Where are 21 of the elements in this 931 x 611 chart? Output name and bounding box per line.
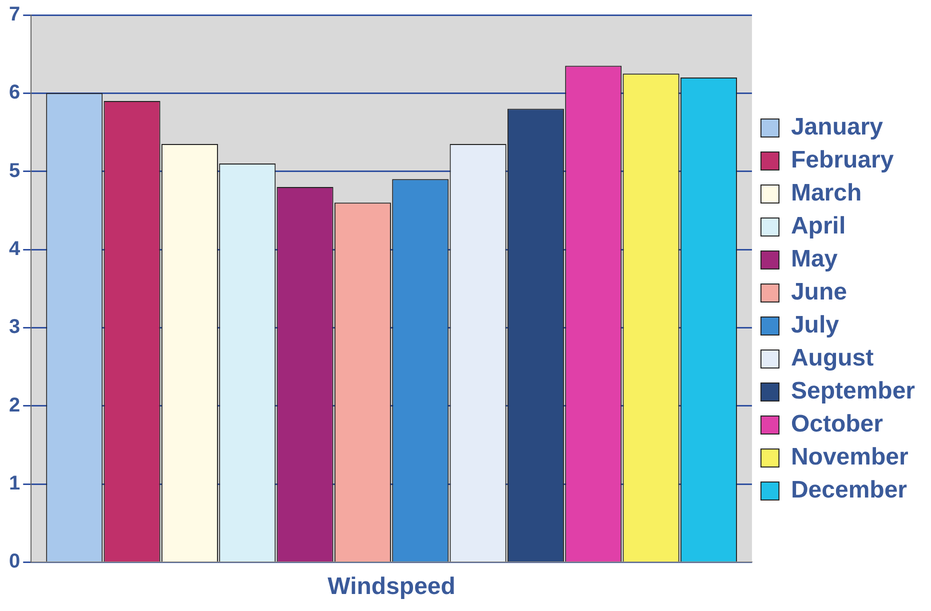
y-tick-label: 2 [9, 394, 20, 416]
y-tick-label: 6 [9, 82, 20, 104]
y-tick-label: 5 [9, 160, 20, 182]
legend-label: March [790, 180, 862, 207]
legend-label: August [790, 344, 874, 372]
legend-label: September [790, 378, 916, 405]
legend-label: January [790, 114, 884, 141]
legend-label: November [790, 444, 908, 471]
legend-label: April [790, 212, 846, 240]
legend-label: October [790, 410, 883, 438]
y-tick-label: 4 [9, 238, 21, 260]
legend-label: May [790, 246, 838, 273]
y-tick-label: 0 [9, 550, 20, 573]
x-tick-label: Windspeed [328, 573, 456, 600]
legend-label: February [790, 146, 894, 174]
legend-label: July [790, 312, 840, 339]
y-tick-label: 3 [9, 316, 20, 338]
legend-label: December [790, 476, 908, 504]
legend-label: June [790, 278, 847, 306]
y-tick-label: 1 [9, 472, 20, 495]
y-tick-label: 7 [9, 4, 20, 26]
